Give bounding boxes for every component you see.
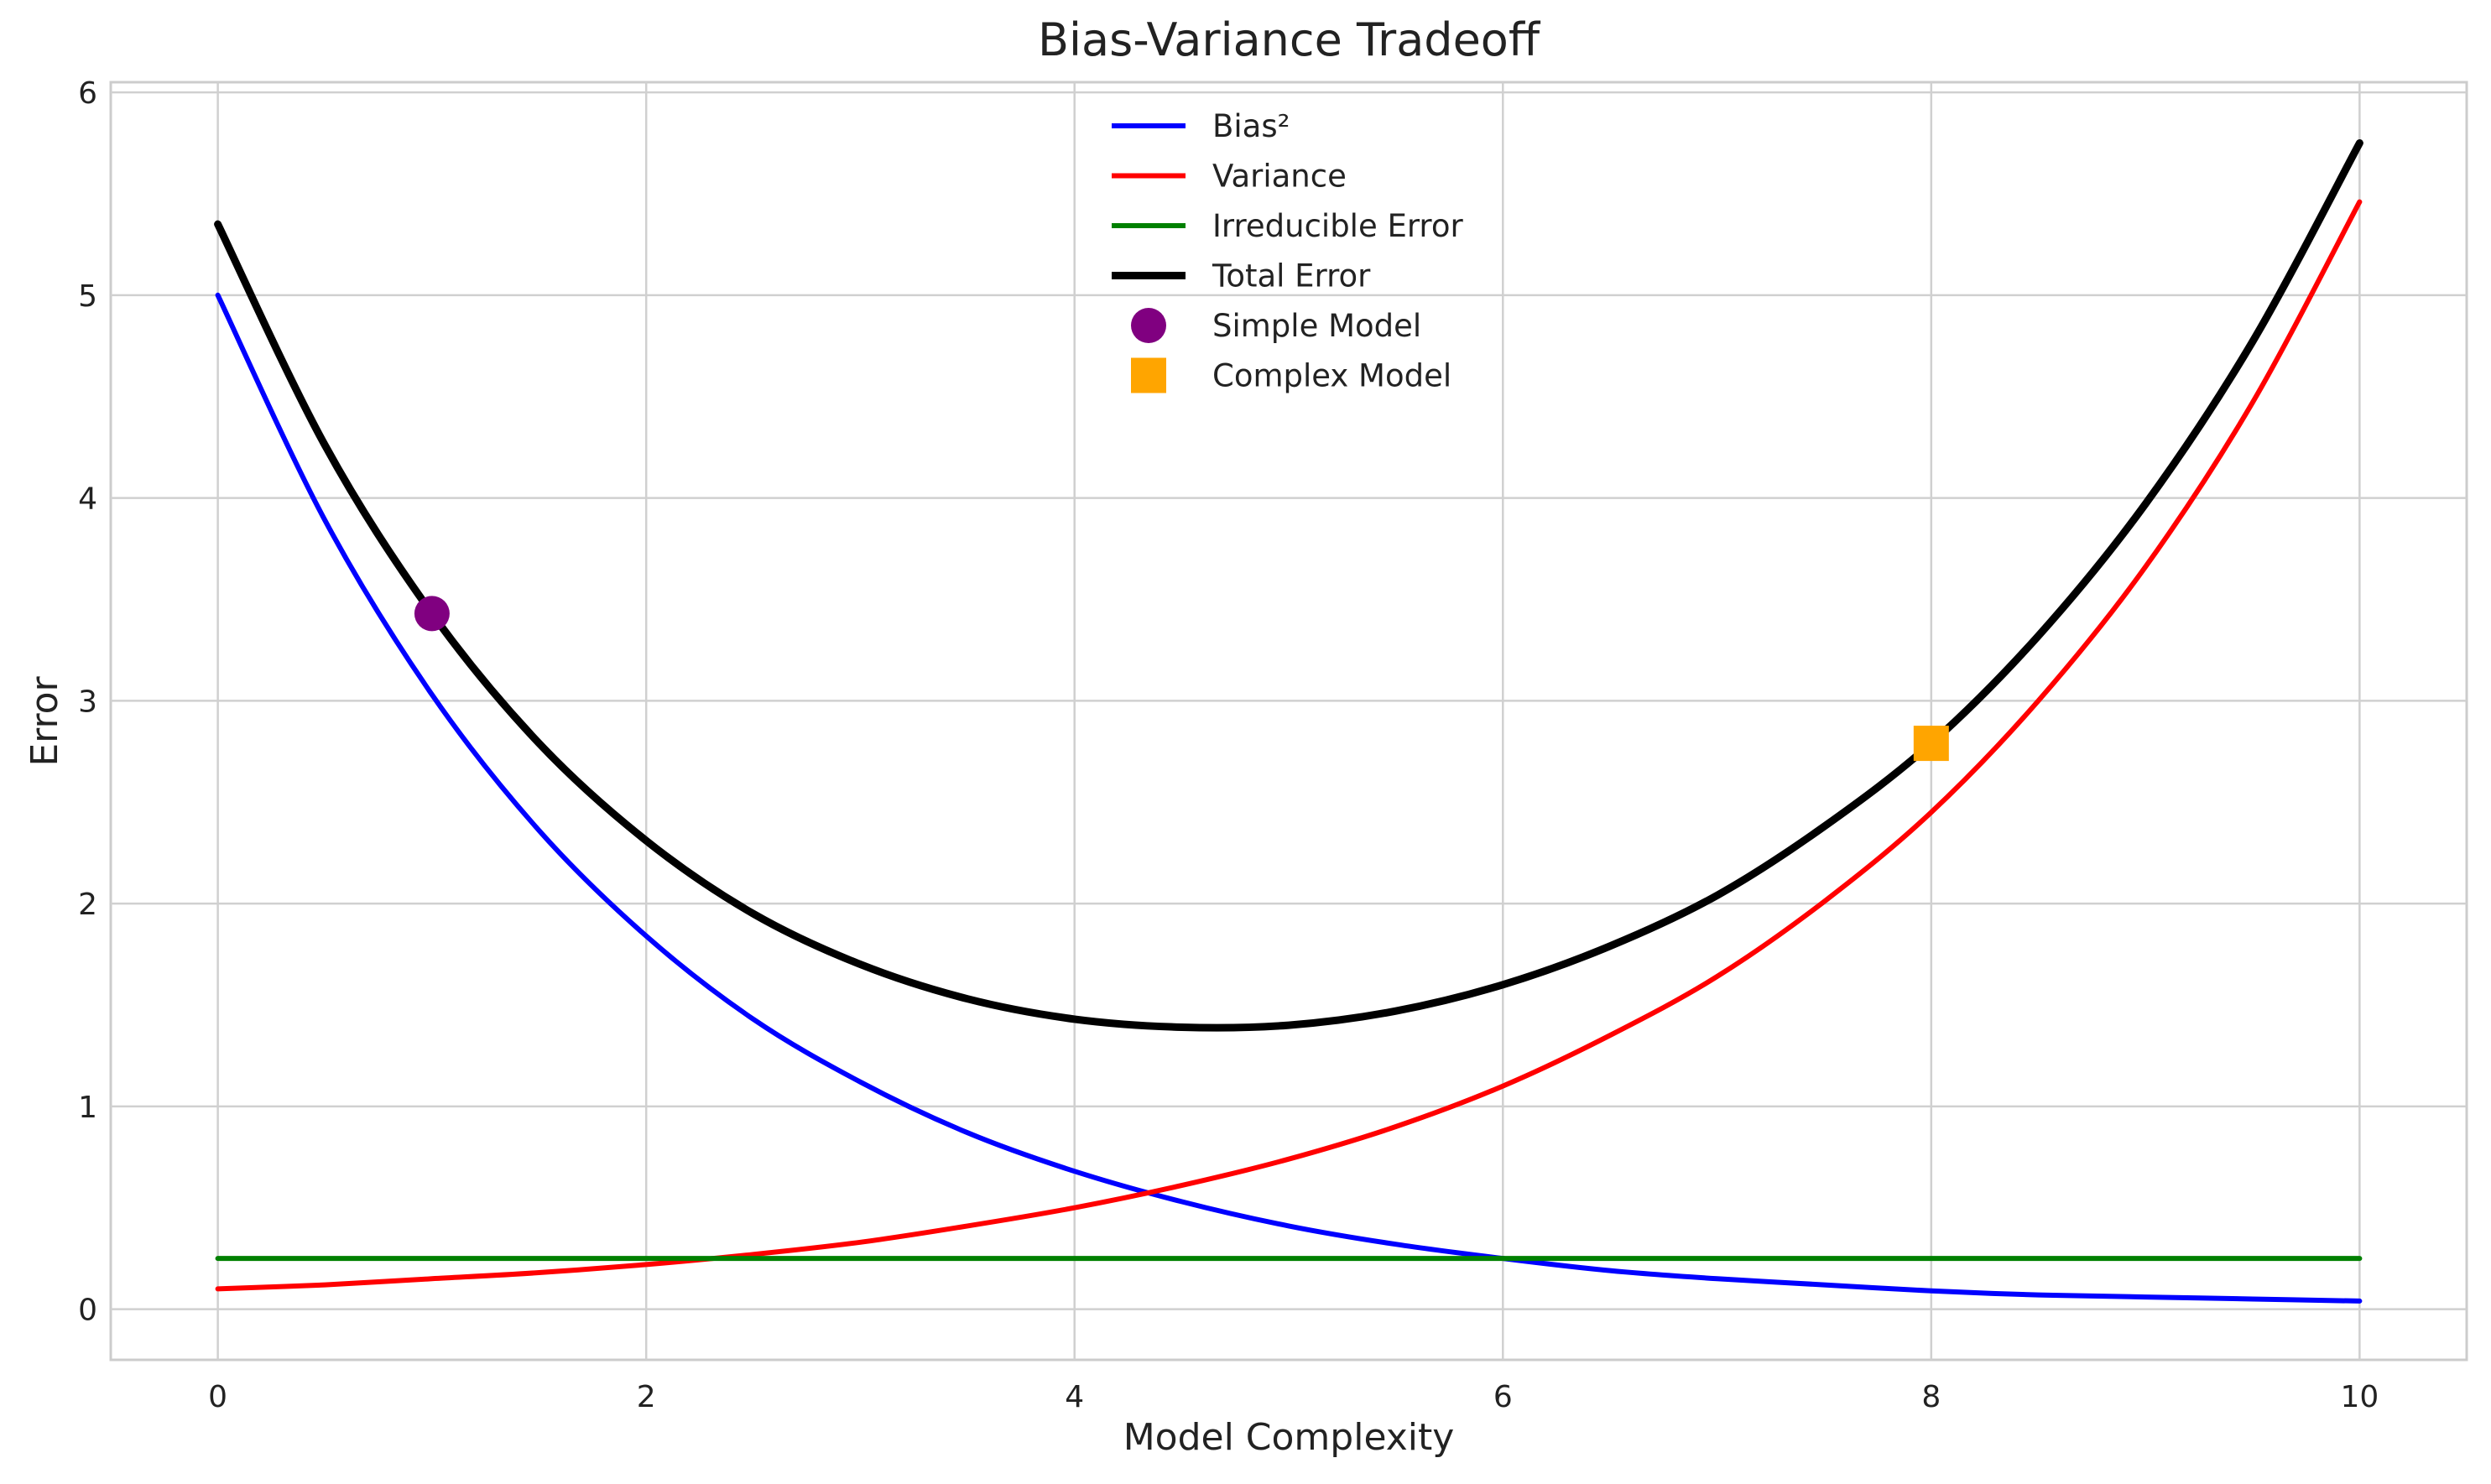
chart-title: Bias-Variance Tradeoff	[1038, 13, 1541, 66]
plot-frame	[109, 81, 2468, 1362]
x-tick-label: 10	[2340, 1380, 2379, 1414]
tick-layer: 0 2 4 6 8 10 0 1 2 3 4 5 6	[78, 76, 2379, 1414]
y-axis-title: Error	[23, 675, 66, 766]
marker-complex-model	[1913, 726, 1949, 762]
legend-label: Irreducible Error	[1212, 208, 1463, 244]
y-tick-label: 5	[78, 279, 97, 314]
legend-item-variance: Variance	[1112, 159, 1347, 195]
legend-label: Variance	[1212, 159, 1347, 195]
y-tick-label: 0	[78, 1294, 97, 1328]
x-tick-label: 2	[637, 1380, 656, 1414]
legend-swatch	[1131, 308, 1166, 343]
series-layer	[214, 139, 2363, 1304]
x-tick-label: 0	[208, 1380, 227, 1414]
series-line-total-error	[214, 139, 2363, 1032]
y-tick-label: 4	[78, 482, 97, 517]
y-tick-label: 2	[78, 888, 97, 922]
legend-label: Complex Model	[1212, 358, 1451, 394]
series-line-variance	[215, 199, 2363, 1292]
legend-item-total-error: Total Error	[1112, 258, 1371, 294]
y-tick-label: 1	[78, 1091, 97, 1125]
legend-item-irreducible-error: Irreducible Error	[1112, 208, 1463, 244]
x-tick-label: 4	[1065, 1380, 1084, 1414]
series-line-bias	[215, 292, 2363, 1304]
marker-layer	[414, 596, 1949, 762]
legend-item-simple-model: Simple Model	[1131, 308, 1421, 344]
legend-item-complex-model: Complex Model	[1131, 357, 1451, 394]
legend-item-bias: Bias²	[1112, 108, 1290, 144]
legend: Bias² Variance Irreducible Error Total Erro…	[1112, 108, 1463, 394]
x-tick-label: 6	[1493, 1380, 1513, 1414]
x-tick-label: 8	[1921, 1380, 1941, 1414]
y-tick-label: 3	[78, 685, 97, 719]
legend-swatch	[1131, 357, 1166, 393]
marker-simple-model	[414, 596, 450, 632]
y-tick-label: 6	[78, 76, 97, 111]
legend-label: Simple Model	[1212, 308, 1421, 344]
legend-label: Total Error	[1212, 258, 1371, 294]
legend-label: Bias²	[1212, 108, 1290, 144]
x-axis-title: Model Complexity	[1123, 1416, 1455, 1459]
